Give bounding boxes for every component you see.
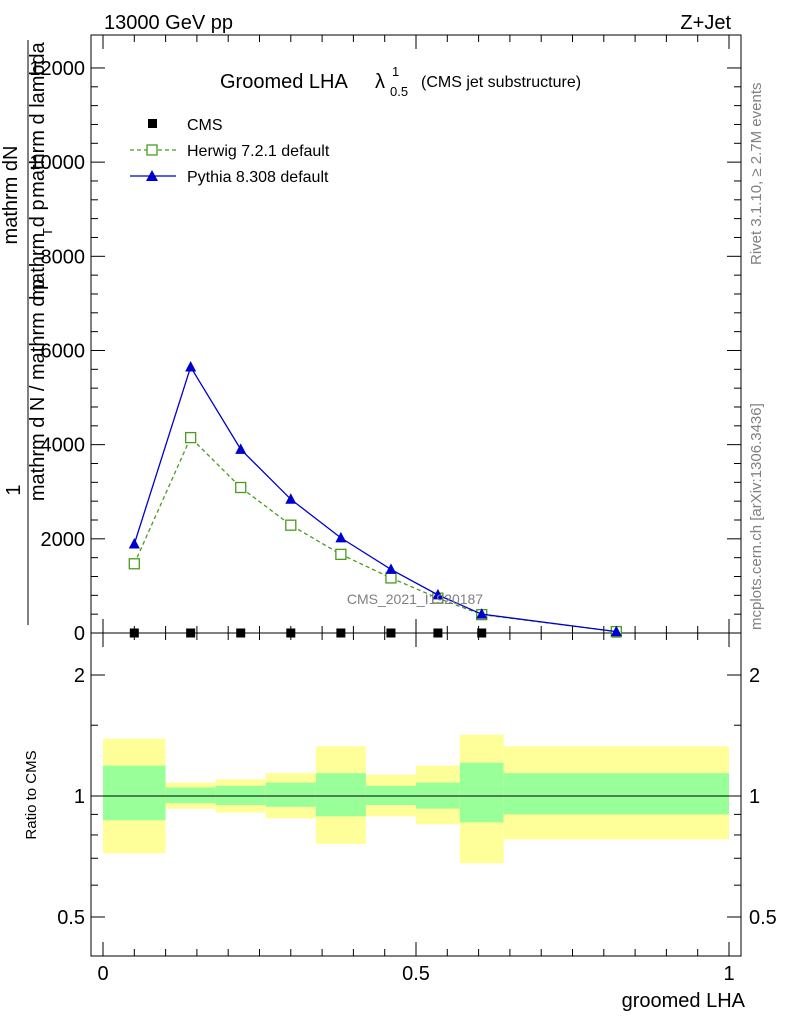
pythia-point-8 bbox=[610, 625, 622, 637]
ylabel-denominator-2: mathrm d p bbox=[27, 199, 49, 300]
main-ytick-label-5: 10000 bbox=[29, 152, 85, 174]
herwig-point-2 bbox=[235, 481, 247, 494]
ratio-ytick-label-right-1: 1 bbox=[749, 786, 760, 808]
ratio-band-inner-7 bbox=[459, 762, 504, 823]
ratio-bands bbox=[103, 734, 729, 864]
mcplots-note: mcplots.cern.ch [arXiv:1306.3436] bbox=[748, 403, 765, 630]
legend-cms-label: CMS bbox=[187, 117, 223, 134]
ratio-ytick-label-right-2: 2 bbox=[749, 665, 760, 687]
cms-point-5 bbox=[386, 628, 396, 638]
ratio-band-inner-0 bbox=[103, 765, 166, 821]
process-label: Z+Jet bbox=[680, 12, 731, 34]
ratio-band-inner-4 bbox=[315, 773, 366, 817]
herwig-point-4 bbox=[335, 548, 347, 561]
main-ytick-label-1: 2000 bbox=[41, 529, 86, 551]
ylabel-top: 1 bbox=[3, 484, 25, 495]
cms-point-6 bbox=[433, 628, 443, 638]
title-suffix: (CMS jet substructure) bbox=[421, 74, 581, 91]
herwig-point-0 bbox=[128, 558, 140, 570]
pythia-point-7 bbox=[476, 608, 488, 619]
legend-pythia-marker bbox=[146, 170, 158, 181]
main-ytick-label-3: 6000 bbox=[41, 340, 86, 362]
ylabel-subscript: T bbox=[40, 228, 55, 236]
main-y-axis-label: 1 mathrm dN mathrm d N / mathrm d p math… bbox=[0, 40, 55, 625]
cms-point-1 bbox=[186, 628, 196, 638]
ratio-band-inner-8 bbox=[503, 773, 729, 815]
pythia-point-2 bbox=[235, 443, 247, 454]
title-superscript: 1 bbox=[392, 64, 399, 79]
ylabel-denominator: mathrm d N / mathrm d p bbox=[27, 279, 49, 501]
title-subscript: 0.5 bbox=[390, 84, 408, 99]
ratio-band-inner-3 bbox=[265, 782, 316, 807]
cms-point-2 bbox=[236, 628, 246, 638]
ratio-y-axis-label: Ratio to CMS bbox=[23, 750, 40, 839]
ratio-ytick-label-left-1: 1 bbox=[74, 786, 85, 808]
cms-point-0 bbox=[129, 628, 139, 638]
legend: CMS Herwig 7.2.1 default Pythia 8.308 de… bbox=[130, 117, 330, 186]
main-ytick-label-2: 4000 bbox=[41, 435, 86, 457]
legend-cms-marker bbox=[148, 119, 157, 128]
rivet-note: Rivet 3.1.10, ≥ 2.7M events bbox=[748, 83, 765, 266]
legend-pythia-label: Pythia 8.308 default bbox=[187, 169, 329, 186]
pythia-point-6 bbox=[432, 588, 444, 600]
legend-herwig-marker bbox=[146, 144, 158, 156]
main-y-ticks: 0 2000 4000 6000 8000 10000 12000 bbox=[29, 58, 741, 645]
xtick-label-0: 0 bbox=[97, 963, 108, 985]
cms-point-3 bbox=[286, 628, 296, 638]
x-axis-label: groomed LHA bbox=[622, 990, 746, 1012]
title-main: Groomed LHA bbox=[220, 71, 348, 93]
ratio-band-inner-2 bbox=[215, 785, 266, 805]
ratio-ytick-label-left-0: 0.5 bbox=[57, 907, 85, 929]
xtick-label-1: 0.5 bbox=[402, 963, 430, 985]
plot-title: Groomed LHA λ 1 0.5 (CMS jet substructur… bbox=[220, 64, 581, 99]
ratio-band-inner-5 bbox=[365, 785, 416, 805]
ratio-band-inner-1 bbox=[165, 787, 216, 804]
main-ytick-label-0: 0 bbox=[74, 623, 85, 645]
energy-label: 13000 GeV pp bbox=[104, 12, 233, 34]
legend-herwig-label: Herwig 7.2.1 default bbox=[187, 143, 330, 160]
ratio-ytick-label-right-0: 0.5 bbox=[749, 907, 777, 929]
series-pythia bbox=[128, 360, 622, 637]
ratio-ytick-label-left-2: 2 bbox=[74, 665, 85, 687]
pythia-point-1 bbox=[185, 360, 197, 372]
pythia-point-4 bbox=[335, 531, 347, 543]
pythia-point-5 bbox=[385, 563, 397, 574]
cms-point-7 bbox=[477, 628, 487, 638]
ratio-y-ticks: 0.5 0.5 1 1 2 2 bbox=[57, 665, 777, 929]
xtick-label-2: 1 bbox=[723, 963, 734, 985]
pythia-point-3 bbox=[285, 493, 297, 504]
ylabel-denominator-3: mathrm d lambda bbox=[27, 41, 49, 197]
herwig-point-1 bbox=[184, 431, 197, 444]
herwig-point-3 bbox=[285, 519, 297, 531]
pythia-point-0 bbox=[128, 538, 140, 549]
ylabel-numerator: mathrm dN bbox=[0, 146, 22, 245]
title-symbol: λ bbox=[375, 71, 385, 93]
main-ytick-label-4: 8000 bbox=[41, 246, 86, 268]
x-ticks: 0 0.5 1 bbox=[97, 35, 735, 985]
herwig-point-5 bbox=[385, 572, 397, 584]
analysis-watermark: CMS_2021_I1920187 bbox=[347, 591, 483, 607]
cms-point-4 bbox=[336, 628, 346, 638]
main-ytick-label-6: 12000 bbox=[29, 58, 85, 80]
